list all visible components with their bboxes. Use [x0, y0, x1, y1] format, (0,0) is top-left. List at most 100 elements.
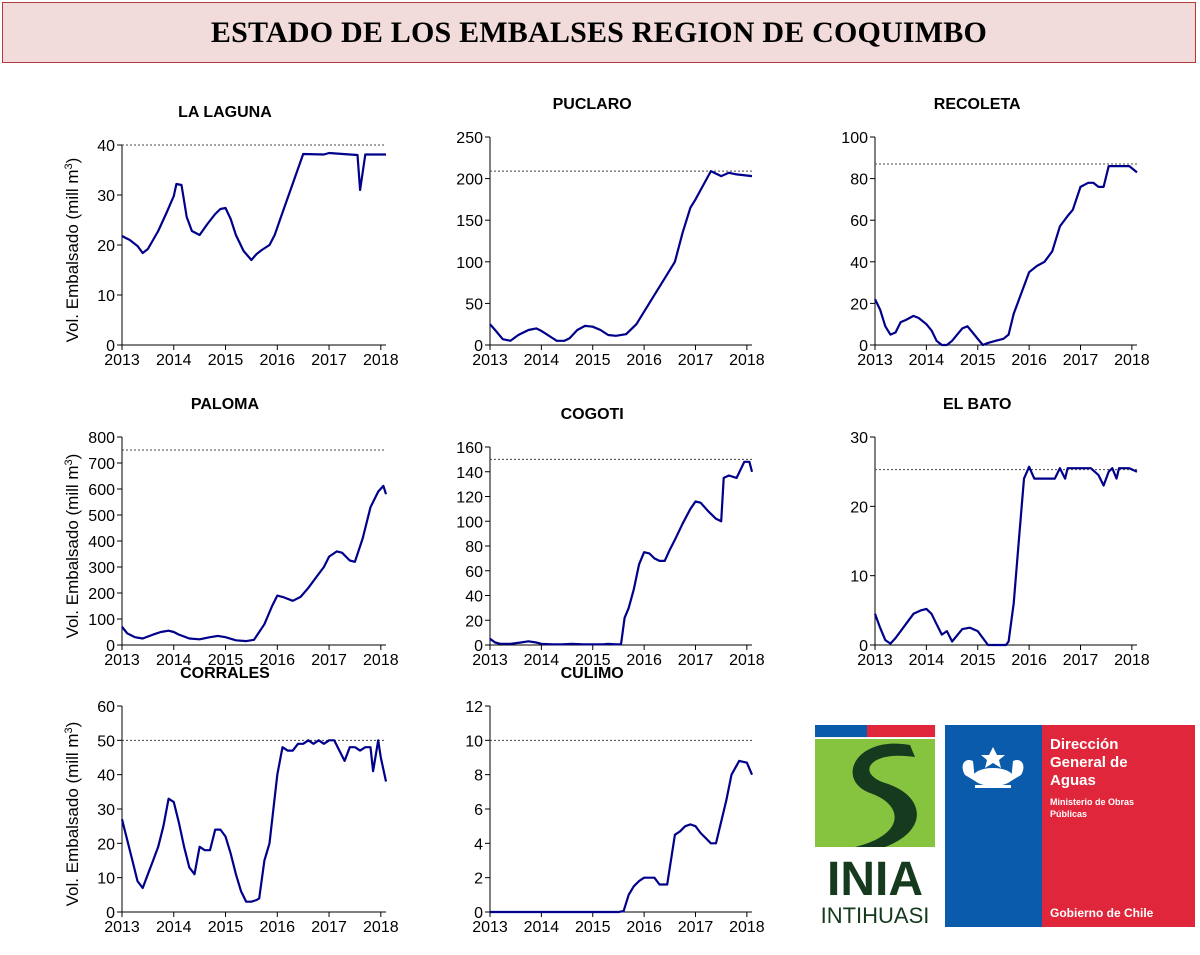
y-tick-label: 200 [88, 586, 115, 603]
y-tick-label: 200 [456, 172, 483, 189]
x-tick-label: 2018 [729, 352, 765, 369]
y-tick-label: 30 [97, 188, 115, 205]
series-line-la-laguna [121, 151, 386, 262]
x-tick-label: 2013 [104, 352, 140, 369]
y-tick-label: 0 [474, 905, 483, 922]
chart-culimo: CULIMO 0 2 4 6 8 10 12 2013 2014 2015 2016 2017 2018 [465, 665, 765, 936]
y-tick-label: 20 [850, 499, 868, 516]
y-tick-label: 12 [465, 699, 483, 716]
logos: INIA INTIHUASI Dirección General de Agua… [815, 725, 1195, 928]
y-tick-label: 60 [850, 213, 868, 230]
x-tick-label: 2016 [1011, 652, 1047, 669]
y-tick-label: 700 [88, 456, 115, 473]
chart-title: COGOTI [561, 406, 624, 423]
y-tick-label: 100 [841, 130, 868, 147]
y-tick-label: 100 [456, 255, 483, 272]
y-tick-label: 8 [474, 768, 483, 785]
y-tick-label: 50 [465, 296, 483, 313]
x-tick-label: 2014 [909, 652, 945, 669]
y-tick-label: 40 [850, 255, 868, 272]
x-tick-label: 2013 [857, 352, 893, 369]
x-tick-label: 2018 [363, 352, 399, 369]
y-tick-label: 10 [97, 288, 115, 305]
chart-title: CORRALES [180, 665, 270, 682]
y-tick-label: 60 [465, 564, 483, 581]
x-tick-label: 2017 [311, 919, 347, 936]
x-tick-label: 2015 [208, 652, 244, 669]
chart-recoleta: RECOLETA 0 20 40 60 80 100 2013 2014 2015 2016 2017… [841, 96, 1150, 369]
dga-title-line2: General de [1050, 754, 1128, 771]
x-tick-label: 2016 [259, 652, 295, 669]
x-tick-label: 2014 [524, 919, 560, 936]
x-tick-label: 2017 [1063, 652, 1099, 669]
y-tick-label: 60 [97, 699, 115, 716]
x-tick-label: 2018 [1114, 352, 1150, 369]
x-tick-label: 2015 [960, 352, 996, 369]
y-tick-label: 10 [850, 569, 868, 586]
y-tick-label: 0 [474, 638, 483, 655]
chart-paloma: PALOMA 0 100 200 300 400 500 600 700 800 2013 2014 2… [63, 396, 399, 669]
y-tick-label: 800 [88, 430, 115, 447]
y-tick-label: 40 [97, 138, 115, 155]
y-tick-label: 30 [850, 430, 868, 447]
chile-coat-of-arms-icon [962, 747, 1024, 788]
chart-el-bato: EL BATO 0 10 20 30 2013 2014 2015 2016 2017 2018 [850, 396, 1150, 669]
y-tick-label: 40 [97, 768, 115, 785]
x-tick-label: 2016 [626, 919, 662, 936]
chart-cogoti: COGOTI 0 20 40 60 80 100 120 140 160 2013 2014 2015 2… [456, 406, 765, 669]
dga-ministry-line1: Ministerio de Obras [1050, 797, 1134, 807]
x-tick-label: 2017 [1063, 352, 1099, 369]
y-tick-label: 100 [456, 514, 483, 531]
y-tick-label: 20 [97, 836, 115, 853]
x-tick-label: 2016 [626, 652, 662, 669]
x-tick-label: 2016 [626, 352, 662, 369]
y-tick-label: 150 [456, 213, 483, 230]
x-tick-label: 2014 [909, 352, 945, 369]
x-tick-label: 2018 [363, 652, 399, 669]
y-axis-label: Vol. Embalsado (mill m3) [63, 722, 82, 907]
y-tick-label: 0 [106, 905, 115, 922]
y-tick-label: 0 [859, 638, 868, 655]
page-title-bar: ESTADO DE LOS EMBALSES REGION DE COQUIMB… [2, 2, 1196, 63]
series-line-el-bato [873, 465, 1138, 647]
y-tick-label: 160 [456, 440, 483, 457]
series-line-cogoti [489, 460, 754, 646]
y-tick-label: 10 [465, 733, 483, 750]
x-tick-label: 2016 [1011, 352, 1047, 369]
y-tick-label: 40 [465, 589, 483, 606]
x-tick-label: 2015 [575, 352, 611, 369]
x-tick-label: 2014 [156, 652, 192, 669]
x-tick-label: 2018 [363, 919, 399, 936]
x-tick-label: 2015 [960, 652, 996, 669]
x-tick-label: 2014 [156, 919, 192, 936]
y-tick-label: 0 [106, 638, 115, 655]
y-tick-label: 250 [456, 130, 483, 147]
x-tick-label: 2018 [1114, 652, 1150, 669]
series-line-culimo [490, 759, 754, 914]
x-tick-label: 2013 [472, 919, 508, 936]
y-tick-label: 10 [97, 871, 115, 888]
x-tick-label: 2014 [156, 352, 192, 369]
x-tick-label: 2017 [311, 352, 347, 369]
chart-title: EL BATO [943, 396, 1011, 413]
y-tick-label: 6 [474, 802, 483, 819]
y-tick-label: 30 [97, 802, 115, 819]
x-tick-label: 2018 [729, 652, 765, 669]
x-tick-label: 2017 [678, 352, 714, 369]
y-tick-label: 20 [850, 296, 868, 313]
x-tick-label: 2014 [524, 652, 560, 669]
chart-corrales: CORRALES 0 10 20 30 40 50 60 2013 2014 2015 2016 201… [63, 665, 399, 936]
y-tick-label: 80 [850, 172, 868, 189]
inia-wordmark: INIA [827, 853, 923, 906]
x-tick-label: 2013 [857, 652, 893, 669]
x-tick-label: 2013 [104, 919, 140, 936]
y-tick-label: 140 [456, 465, 483, 482]
y-axis-label: Vol. Embalsado (mill m3) [63, 454, 82, 639]
y-tick-label: 600 [88, 482, 115, 499]
series-line-paloma [121, 484, 388, 643]
chart-title: RECOLETA [934, 96, 1021, 113]
inia-flag-blue [815, 725, 867, 737]
y-tick-label: 0 [474, 338, 483, 355]
chart-la-laguna: LA LAGUNA 0 10 20 30 40 2013 2014 2015 2016 2017 20… [63, 104, 399, 369]
dga-logo: Dirección General de Aguas Ministerio de… [945, 725, 1195, 927]
